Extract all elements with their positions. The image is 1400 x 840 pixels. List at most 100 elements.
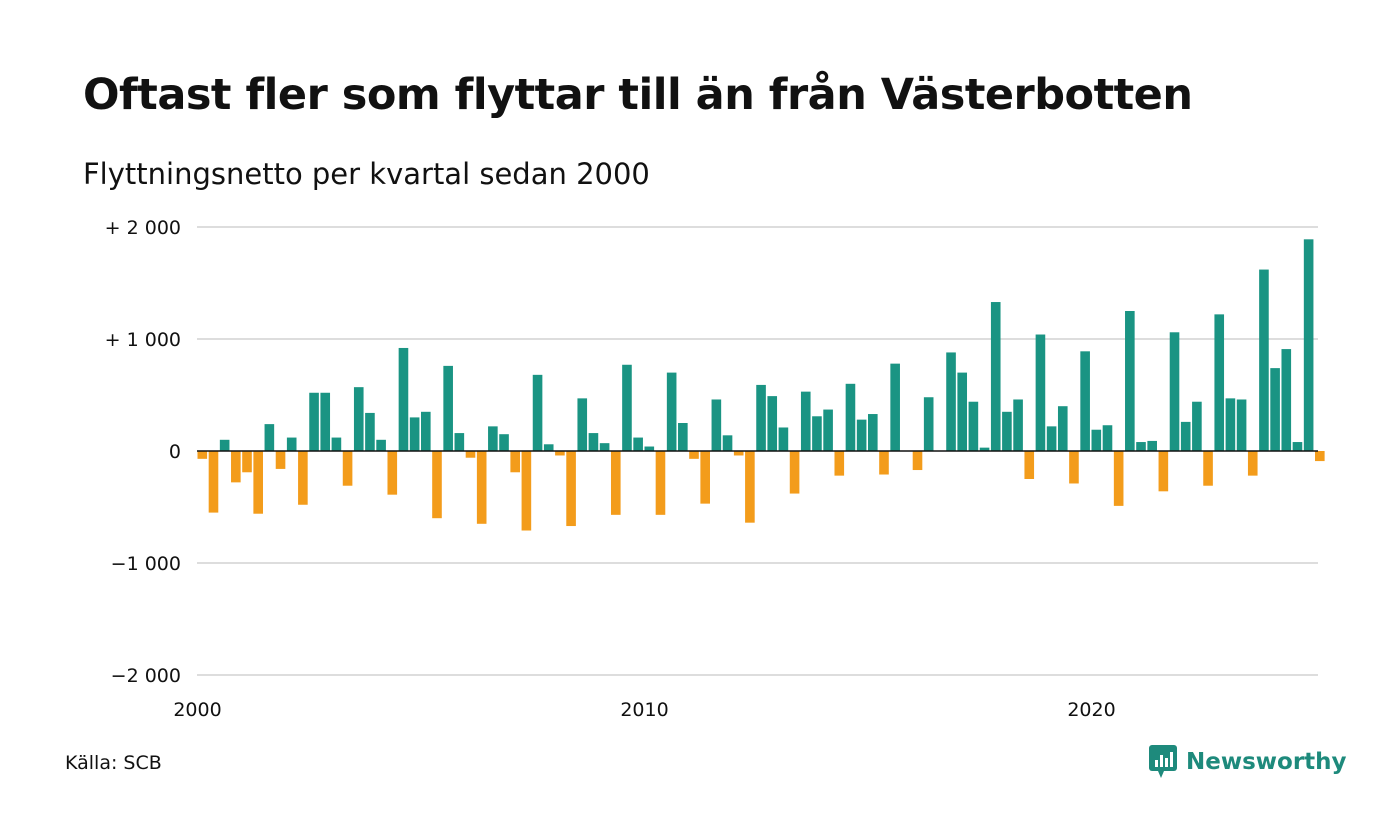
bar-negative [1069, 451, 1079, 484]
bar-negative [655, 451, 666, 515]
bar-negative [733, 451, 744, 456]
bar-positive [968, 401, 979, 451]
bar-positive [644, 446, 655, 451]
bar-positive [264, 424, 275, 451]
bar-negative [197, 451, 208, 459]
bar-positive [957, 372, 968, 451]
bar-negative [231, 451, 241, 483]
bar-positive [353, 387, 364, 451]
bars [197, 239, 1325, 531]
bar-positive [320, 392, 331, 451]
bar-positive [778, 427, 789, 451]
chart-subtitle: Flyttningsnetto per kvartal sedan 2000 [83, 157, 650, 191]
bar-positive [868, 414, 878, 451]
bar-negative [745, 451, 755, 523]
bar-negative [555, 451, 565, 456]
bar-positive [1270, 368, 1280, 451]
x-axis-ticks: 2000 2010 2020 [173, 699, 1115, 721]
bar-positive [1192, 401, 1202, 451]
bar-positive [823, 409, 833, 451]
bar-positive [946, 352, 956, 451]
y-tick-label: −2 000 [111, 665, 181, 687]
bar-positive [365, 412, 375, 451]
bar-positive [499, 434, 509, 451]
bar-positive [398, 347, 409, 451]
bar-positive [767, 396, 778, 451]
y-tick-label: 0 [169, 441, 181, 463]
source-note: Källa: SCB [65, 752, 162, 774]
bar-positive [1281, 349, 1292, 451]
bar-negative [566, 451, 576, 527]
bar-negative [387, 451, 398, 495]
bar-positive [532, 374, 543, 451]
bar-positive [923, 397, 934, 451]
brand-logo: Newsworthy [1148, 744, 1347, 780]
bar-positive [1292, 442, 1303, 451]
y-tick-label: + 2 000 [105, 217, 181, 239]
y-tick-label: + 1 000 [105, 329, 181, 351]
bar-positive [890, 363, 900, 451]
bar-negative [242, 451, 252, 473]
bar-positive [286, 437, 297, 451]
newsworthy-logo-icon [1149, 745, 1177, 778]
bar-positive [1169, 332, 1180, 451]
bar-positive [599, 443, 610, 451]
y-axis-ticks: + 2 000 + 1 000 0 −1 000 −2 000 [105, 217, 181, 687]
bar-positive [543, 444, 554, 451]
bar-negative [510, 451, 521, 473]
bar-positive [1225, 398, 1236, 451]
bar-positive [678, 423, 688, 451]
bar-positive [1102, 425, 1113, 451]
x-tick-label: 2000 [173, 699, 221, 721]
x-tick-label: 2010 [620, 699, 668, 721]
bar-negative [465, 451, 476, 458]
bar-positive [856, 419, 867, 451]
bar-negative [834, 451, 845, 476]
bar-positive [633, 437, 643, 451]
bar-negative [298, 451, 308, 505]
bar-positive [979, 447, 990, 451]
bar-negative [1158, 451, 1169, 492]
bar-negative [342, 451, 353, 486]
bar-positive [1236, 399, 1247, 451]
bar-positive [1214, 314, 1225, 451]
bar-positive [331, 437, 342, 451]
bar-positive [577, 398, 588, 451]
bar-positive [1002, 411, 1012, 451]
bar-positive [1091, 429, 1102, 451]
bar-positive [409, 417, 420, 451]
bar-positive [845, 383, 856, 451]
bar-positive [756, 384, 766, 451]
bar-positive [711, 399, 722, 451]
bar-positive [376, 439, 386, 451]
bar-positive [1147, 440, 1157, 451]
bar-negative [1203, 451, 1213, 486]
bar-negative [432, 451, 442, 519]
bar-positive [1125, 311, 1135, 451]
bar-positive [990, 302, 1001, 451]
bar-positive [722, 435, 733, 451]
bar-negative [700, 451, 710, 504]
bar-positive [1180, 421, 1191, 451]
bar-positive [1136, 442, 1146, 451]
bar-positive [1303, 239, 1314, 451]
bar-positive [488, 426, 498, 451]
bar-positive [1035, 334, 1046, 451]
bar-positive [1013, 399, 1023, 451]
bar-negative [208, 451, 219, 513]
bar-negative [1315, 451, 1325, 462]
x-tick-label: 2020 [1067, 699, 1115, 721]
bar-negative [879, 451, 889, 475]
bar-negative [521, 451, 532, 531]
bar-positive [443, 365, 453, 451]
bar-negative [1247, 451, 1258, 476]
bar-positive [1080, 351, 1090, 451]
bar-negative [476, 451, 487, 524]
bar-negative [789, 451, 800, 494]
bar-positive [1057, 406, 1068, 451]
bar-positive [309, 392, 319, 451]
bar-negative [610, 451, 621, 515]
bar-positive [588, 433, 599, 451]
bar-positive [622, 364, 632, 451]
